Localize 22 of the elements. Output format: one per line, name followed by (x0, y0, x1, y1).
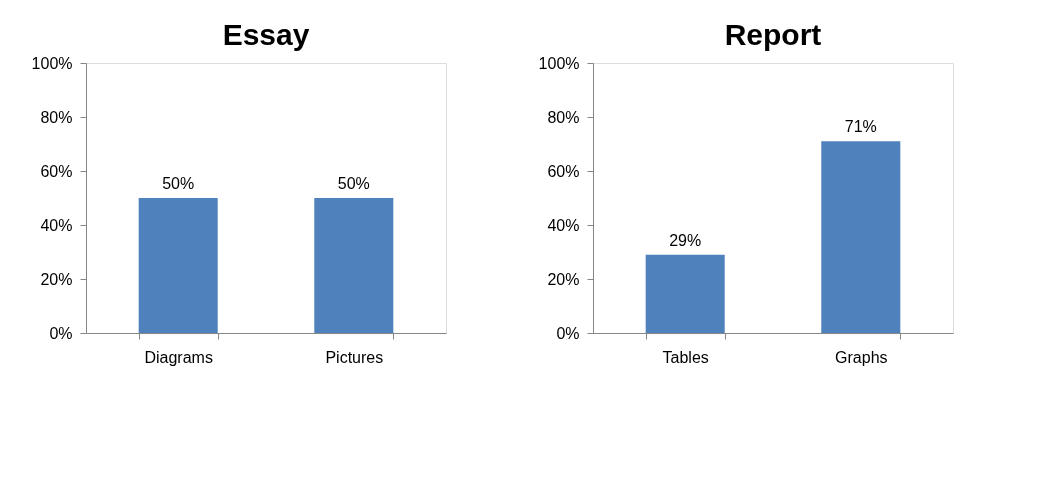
y-tick-label: 80% (547, 108, 580, 126)
y-tick-label: 60% (547, 162, 580, 180)
y-tick-label: 100% (31, 54, 73, 72)
y-tick-label: 80% (40, 108, 73, 126)
y-tick-label: 0% (49, 324, 73, 342)
data-label: 29% (669, 231, 702, 249)
y-tick-label: 20% (547, 270, 580, 288)
x-tick-label: Pictures (325, 348, 384, 366)
y-tick-label: 100% (538, 54, 580, 72)
y-tick-label: 0% (556, 324, 580, 342)
data-label: 50% (162, 175, 195, 192)
chart-title: Essay (222, 18, 310, 51)
data-label: 50% (337, 175, 370, 192)
y-tick-label: 20% (40, 270, 73, 288)
y-tick-label: 60% (40, 162, 73, 180)
data-label: 71% (844, 118, 877, 136)
x-tick-label: Diagrams (144, 348, 213, 366)
y-tick-label: 40% (547, 216, 580, 234)
y-tick-label: 40% (40, 216, 73, 234)
x-tick-label: Graphs (835, 348, 888, 366)
x-tick-label: Tables (662, 348, 709, 366)
chart-title: Report (724, 18, 822, 51)
